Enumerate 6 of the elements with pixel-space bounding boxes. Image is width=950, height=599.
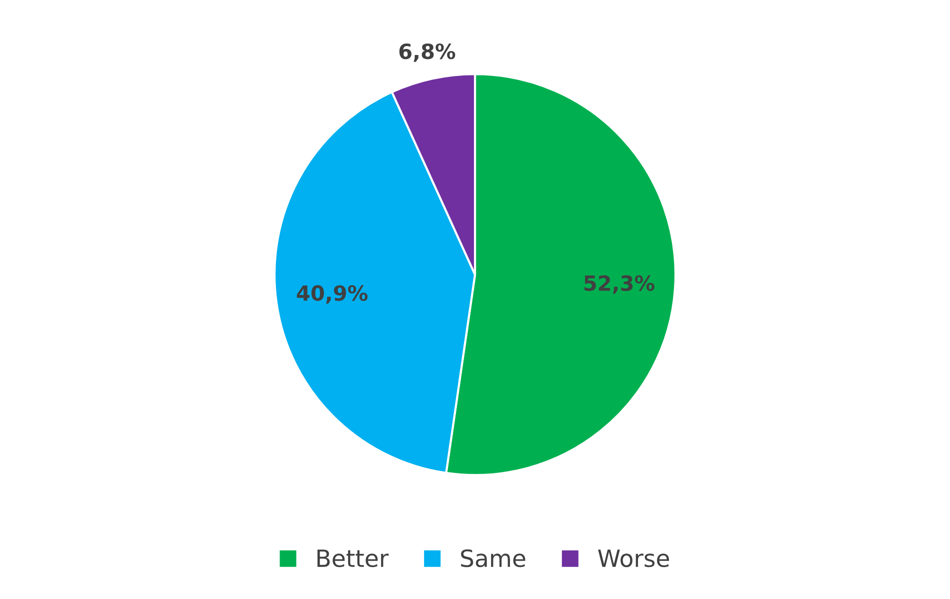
legend-label: Better (317, 550, 389, 568)
data-label: 40,9% (296, 285, 368, 304)
legend-label: Worse (598, 550, 669, 568)
data-label: 52,3% (584, 275, 654, 294)
legend-label: Same (461, 549, 526, 568)
data-label: 6,8% (399, 43, 456, 62)
